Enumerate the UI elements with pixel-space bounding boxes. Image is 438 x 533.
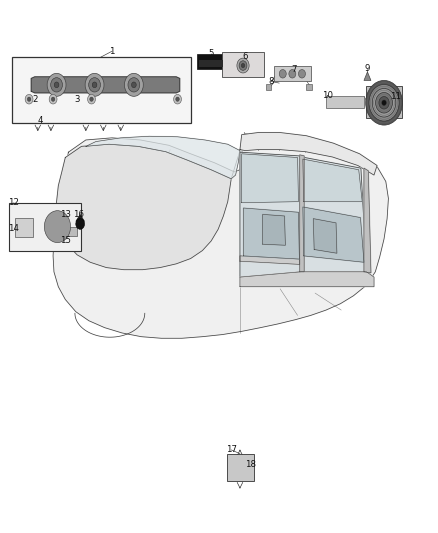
Circle shape bbox=[52, 220, 63, 233]
FancyBboxPatch shape bbox=[274, 66, 311, 82]
Polygon shape bbox=[240, 256, 300, 264]
Circle shape bbox=[173, 94, 181, 104]
FancyBboxPatch shape bbox=[326, 96, 364, 108]
Circle shape bbox=[47, 74, 66, 96]
Text: 18: 18 bbox=[245, 460, 256, 469]
Text: 1: 1 bbox=[109, 47, 115, 55]
Circle shape bbox=[54, 82, 59, 88]
Circle shape bbox=[376, 93, 392, 113]
Polygon shape bbox=[86, 136, 240, 179]
Circle shape bbox=[51, 97, 55, 101]
Polygon shape bbox=[31, 77, 180, 93]
Circle shape bbox=[372, 88, 396, 117]
Circle shape bbox=[44, 211, 71, 243]
Circle shape bbox=[51, 78, 63, 92]
Text: 4: 4 bbox=[37, 116, 43, 125]
Polygon shape bbox=[263, 214, 286, 245]
Circle shape bbox=[90, 97, 93, 101]
FancyBboxPatch shape bbox=[12, 56, 191, 123]
FancyBboxPatch shape bbox=[197, 54, 225, 69]
FancyBboxPatch shape bbox=[227, 454, 254, 481]
FancyBboxPatch shape bbox=[199, 60, 223, 67]
Text: 6: 6 bbox=[243, 52, 248, 61]
Circle shape bbox=[237, 58, 249, 73]
Text: 16: 16 bbox=[73, 210, 84, 219]
Polygon shape bbox=[76, 214, 85, 221]
Circle shape bbox=[279, 69, 286, 78]
FancyBboxPatch shape bbox=[67, 227, 77, 236]
Circle shape bbox=[382, 101, 385, 104]
Text: 9: 9 bbox=[365, 64, 370, 73]
Circle shape bbox=[128, 78, 140, 92]
Polygon shape bbox=[313, 219, 337, 253]
Circle shape bbox=[92, 82, 97, 88]
Text: 3: 3 bbox=[74, 94, 80, 103]
Polygon shape bbox=[242, 154, 298, 203]
Circle shape bbox=[369, 84, 399, 121]
Polygon shape bbox=[300, 155, 304, 272]
Circle shape bbox=[239, 61, 247, 70]
Text: 11: 11 bbox=[390, 92, 401, 101]
Polygon shape bbox=[240, 133, 377, 175]
Text: 2: 2 bbox=[32, 94, 38, 103]
Circle shape bbox=[241, 63, 245, 68]
Circle shape bbox=[48, 215, 67, 238]
Polygon shape bbox=[303, 159, 362, 201]
Circle shape bbox=[379, 96, 389, 109]
Circle shape bbox=[25, 94, 33, 104]
Circle shape bbox=[382, 100, 386, 106]
Polygon shape bbox=[303, 207, 364, 262]
Polygon shape bbox=[53, 135, 389, 338]
Polygon shape bbox=[240, 272, 374, 287]
Circle shape bbox=[27, 97, 31, 101]
Circle shape bbox=[55, 224, 60, 229]
Polygon shape bbox=[364, 168, 371, 273]
Text: 5: 5 bbox=[208, 50, 214, 58]
Circle shape bbox=[85, 74, 104, 96]
Circle shape bbox=[76, 219, 85, 229]
Text: 7: 7 bbox=[291, 66, 297, 74]
Text: 17: 17 bbox=[226, 446, 237, 455]
Text: 14: 14 bbox=[8, 224, 19, 233]
FancyBboxPatch shape bbox=[15, 218, 33, 237]
Circle shape bbox=[88, 78, 100, 92]
Circle shape bbox=[298, 69, 305, 78]
Text: 8: 8 bbox=[268, 77, 274, 86]
Text: 12: 12 bbox=[8, 198, 19, 207]
Polygon shape bbox=[364, 72, 371, 80]
Polygon shape bbox=[244, 208, 299, 259]
Polygon shape bbox=[240, 152, 301, 277]
Polygon shape bbox=[57, 144, 231, 270]
Circle shape bbox=[176, 97, 179, 101]
Circle shape bbox=[88, 94, 95, 104]
Text: 10: 10 bbox=[322, 91, 333, 100]
Circle shape bbox=[49, 94, 57, 104]
Bar bbox=[266, 84, 272, 90]
FancyBboxPatch shape bbox=[366, 86, 402, 118]
FancyBboxPatch shape bbox=[222, 52, 264, 77]
Circle shape bbox=[289, 69, 296, 78]
Circle shape bbox=[124, 74, 143, 96]
Circle shape bbox=[366, 80, 403, 125]
Circle shape bbox=[131, 82, 136, 88]
Bar bbox=[306, 84, 311, 90]
Text: 13: 13 bbox=[60, 210, 71, 219]
Text: 15: 15 bbox=[60, 237, 71, 246]
Polygon shape bbox=[302, 157, 367, 272]
FancyBboxPatch shape bbox=[10, 203, 81, 251]
